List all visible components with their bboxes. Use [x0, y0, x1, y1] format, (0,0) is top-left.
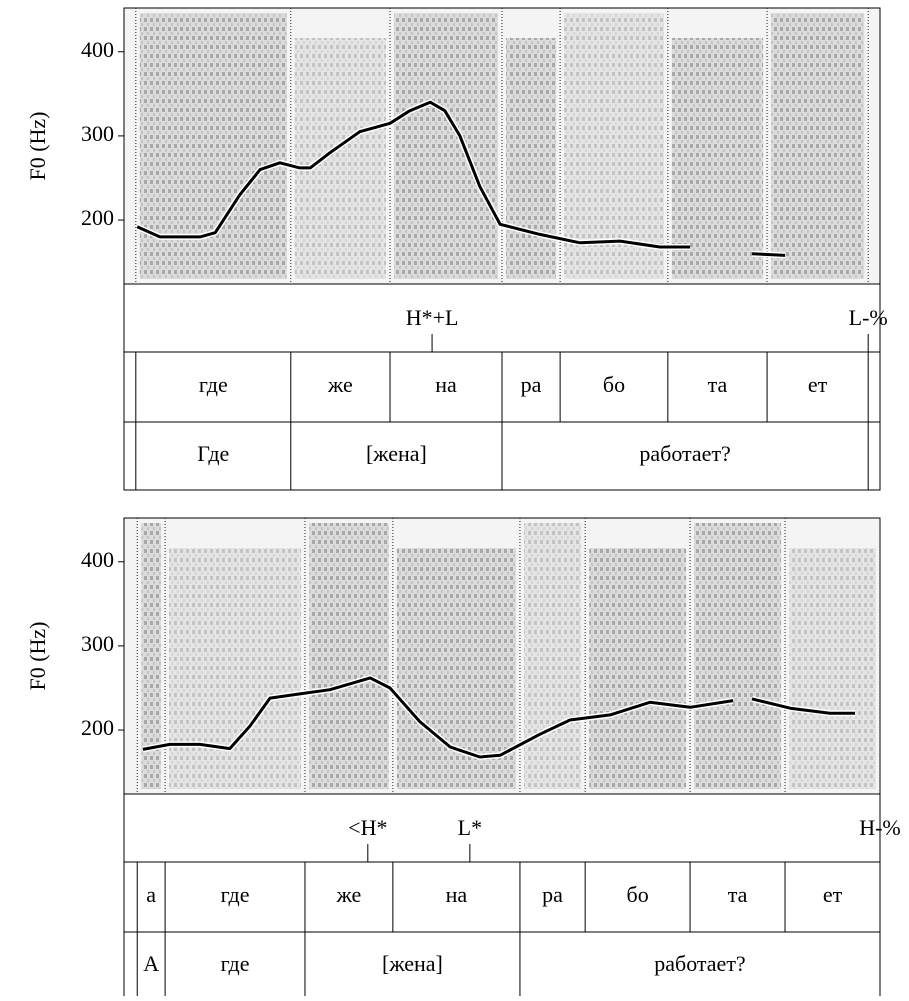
- spectrogram-band: [141, 523, 162, 789]
- interval-label: та: [708, 372, 728, 397]
- interval-label: Где: [197, 441, 229, 466]
- tier-frame: [123, 283, 881, 353]
- tone-label: H-%: [859, 815, 901, 840]
- spectrogram-band: [564, 13, 664, 279]
- interval-label: ра: [542, 882, 563, 907]
- spectrogram-band: [694, 523, 782, 789]
- f0-contour: [136, 100, 786, 257]
- spectrogram-band: [294, 38, 387, 279]
- spectrogram-band: [589, 548, 687, 789]
- tone-label: <H*: [348, 815, 387, 840]
- interval-label: на: [446, 882, 468, 907]
- tier-frame: [123, 793, 881, 863]
- interval-label: а: [146, 882, 156, 907]
- interval-label: бо: [603, 372, 625, 397]
- interval-label: ра: [521, 372, 542, 397]
- spectrogram-band: [308, 523, 389, 789]
- interval-label: ет: [823, 882, 843, 907]
- interval-label: работает?: [654, 951, 745, 976]
- interval-label: А: [143, 951, 159, 976]
- interval-label: где: [221, 951, 250, 976]
- interval-label: [жена]: [366, 441, 427, 466]
- y-axis-label: F0 (Hz): [25, 621, 50, 690]
- interval-label: же: [336, 882, 362, 907]
- interval-label: та: [728, 882, 748, 907]
- interval-label: [жена]: [382, 951, 443, 976]
- f0-contour: [142, 676, 855, 759]
- interval-label: на: [435, 372, 457, 397]
- spectrogram-band: [506, 38, 557, 279]
- spectrogram-band: [789, 548, 876, 789]
- interval-label: ет: [808, 372, 828, 397]
- spectrogram-band: [771, 13, 865, 279]
- tone-label: H*+L: [406, 305, 459, 330]
- y-tick-label: 300: [81, 631, 114, 656]
- spectrogram-band: [169, 548, 301, 789]
- y-tick-label: 200: [81, 715, 114, 740]
- y-tick-label: 400: [81, 547, 114, 572]
- spectrogram-band: [394, 13, 498, 279]
- y-axis-label: F0 (Hz): [25, 111, 50, 180]
- interval-label: где: [199, 372, 228, 397]
- spectrogram-band: [671, 38, 764, 279]
- y-tick-label: 300: [81, 121, 114, 146]
- tone-label: L*: [458, 815, 482, 840]
- interval-label: где: [221, 882, 250, 907]
- spectrogram-band: [523, 523, 582, 789]
- y-tick-label: 200: [81, 205, 114, 230]
- tone-label: L-%: [849, 305, 888, 330]
- y-tick-label: 400: [81, 37, 114, 62]
- interval-label: работает?: [639, 441, 730, 466]
- interval-label: бо: [627, 882, 649, 907]
- interval-label: же: [327, 372, 353, 397]
